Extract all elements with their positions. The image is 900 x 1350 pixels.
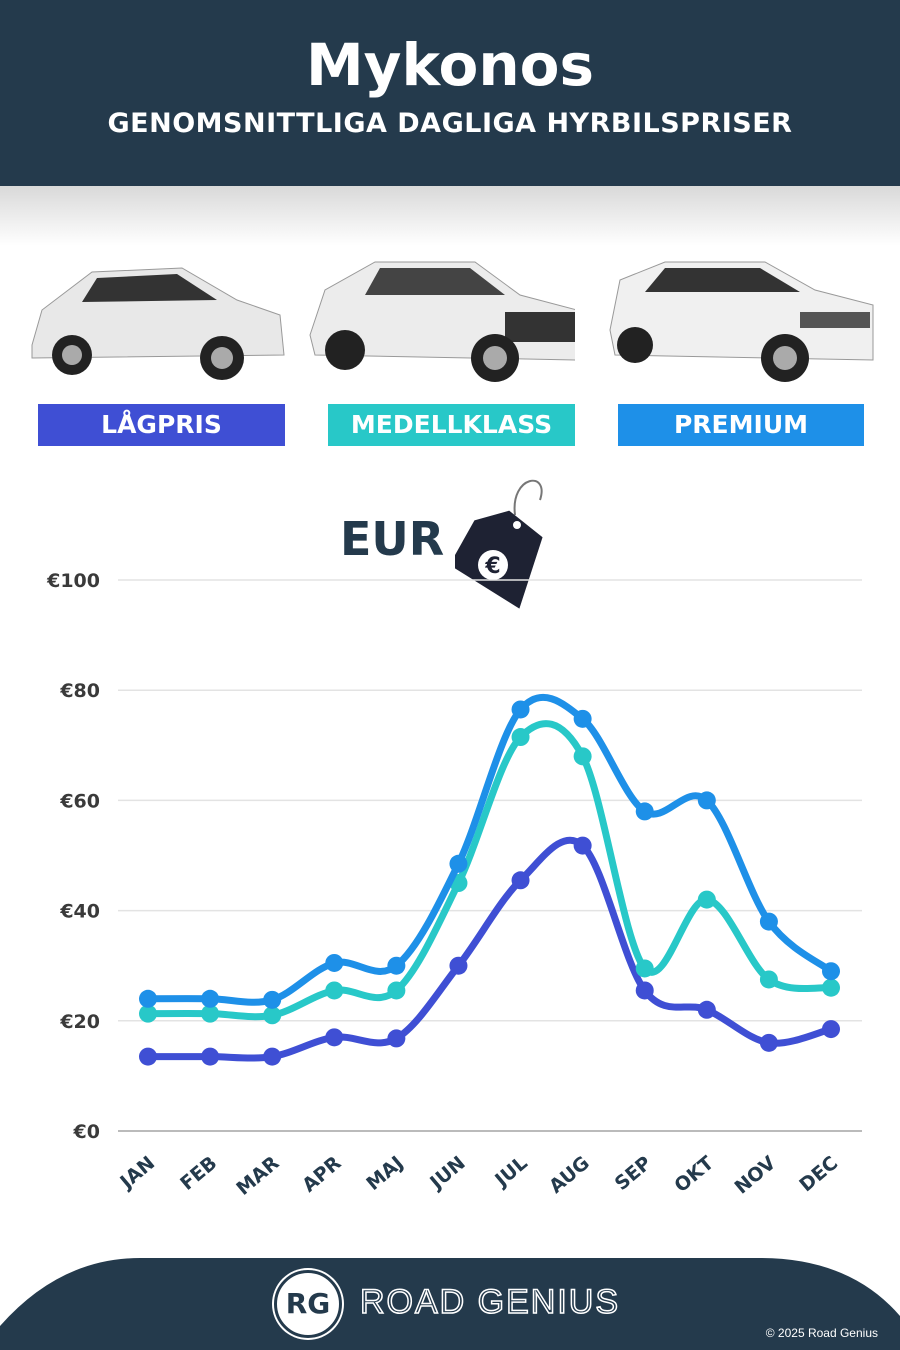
road-genius-logo: RG bbox=[274, 1270, 342, 1338]
x-tick-label: APR bbox=[298, 1152, 346, 1197]
copyright: © 2025 Road Genius bbox=[765, 1326, 878, 1340]
x-tick-label: JUL bbox=[490, 1152, 532, 1192]
data-point bbox=[201, 1047, 220, 1066]
data-point bbox=[759, 912, 778, 931]
data-point bbox=[387, 1029, 406, 1048]
x-tick-label: AUG bbox=[545, 1152, 594, 1198]
x-tick-label: OKT bbox=[670, 1152, 718, 1197]
data-point bbox=[697, 890, 716, 909]
header-shadow bbox=[0, 186, 900, 246]
data-point bbox=[325, 981, 344, 1000]
data-point bbox=[822, 1020, 840, 1039]
midsize-suv-image bbox=[309, 261, 575, 382]
y-tick-label: €0 bbox=[73, 1121, 100, 1143]
category-label-budget: LÅGPRIS bbox=[38, 404, 285, 446]
data-point bbox=[635, 959, 654, 978]
premium-suv-image bbox=[609, 261, 874, 382]
data-point bbox=[263, 1006, 282, 1025]
data-point bbox=[759, 1033, 778, 1052]
data-point bbox=[325, 1028, 344, 1047]
footer bbox=[0, 1258, 900, 1350]
x-tick-label: SEP bbox=[611, 1152, 656, 1195]
data-point bbox=[387, 981, 406, 1000]
series-line-0 bbox=[144, 836, 835, 1062]
data-point bbox=[573, 836, 592, 855]
data-point bbox=[263, 990, 282, 1009]
data-point bbox=[511, 700, 530, 719]
euro-price-tag-icon: € bbox=[455, 479, 543, 609]
x-tick-label: JAN bbox=[115, 1152, 160, 1194]
y-tick-label: €40 bbox=[59, 901, 100, 923]
x-tick-label: MAR bbox=[232, 1152, 283, 1200]
line-chart: €0 €20 €40 €60 €80 €100 JAN FEB MAR APR MAJ JUN JUL A… bbox=[46, 570, 862, 1200]
category-label-midsize: MEDELLKLASS bbox=[328, 404, 575, 446]
y-tick-label: €100 bbox=[46, 570, 100, 592]
data-point bbox=[139, 1047, 157, 1066]
data-point bbox=[635, 802, 654, 821]
data-point bbox=[325, 953, 344, 972]
data-point bbox=[449, 854, 468, 873]
brand-name: ROAD GENIUS bbox=[359, 1282, 621, 1322]
data-point bbox=[201, 989, 220, 1008]
header: Mykonos GENOMSNITTLIGA DAGLIGA HYRBILSPR… bbox=[0, 0, 900, 186]
data-point bbox=[511, 871, 530, 890]
data-point bbox=[387, 956, 406, 975]
data-point bbox=[759, 970, 778, 989]
economy-car-image bbox=[31, 267, 285, 380]
y-tick-label: €20 bbox=[59, 1011, 100, 1033]
data-point bbox=[822, 978, 840, 997]
series-line-2 bbox=[144, 693, 835, 1006]
svg-text:€: € bbox=[484, 554, 500, 579]
series-line-1 bbox=[144, 720, 835, 1021]
currency-label: EUR bbox=[340, 512, 445, 566]
data-point bbox=[511, 728, 530, 747]
x-tick-label: MAJ bbox=[362, 1152, 407, 1195]
page-title: Mykonos bbox=[305, 31, 595, 99]
category-label-premium: PREMIUM bbox=[618, 404, 864, 446]
y-tick-label: €80 bbox=[59, 680, 100, 702]
x-tick-label: FEB bbox=[176, 1152, 221, 1195]
y-tick-label: €60 bbox=[59, 790, 100, 812]
data-point bbox=[263, 1047, 282, 1066]
data-point bbox=[139, 1004, 157, 1023]
data-point bbox=[573, 709, 592, 728]
data-point bbox=[635, 981, 654, 1000]
data-point bbox=[139, 989, 157, 1008]
data-point bbox=[697, 1000, 716, 1019]
x-tick-label: JUN bbox=[425, 1152, 470, 1195]
x-tick-label: NOV bbox=[731, 1152, 781, 1199]
page-subtitle: GENOMSNITTLIGA DAGLIGA HYRBILSPRISER bbox=[107, 108, 793, 139]
x-tick-label: DEC bbox=[795, 1152, 842, 1196]
data-point bbox=[449, 956, 468, 975]
data-point bbox=[573, 747, 592, 766]
data-point bbox=[201, 1004, 220, 1023]
data-point bbox=[697, 791, 716, 810]
data-point bbox=[822, 962, 840, 981]
